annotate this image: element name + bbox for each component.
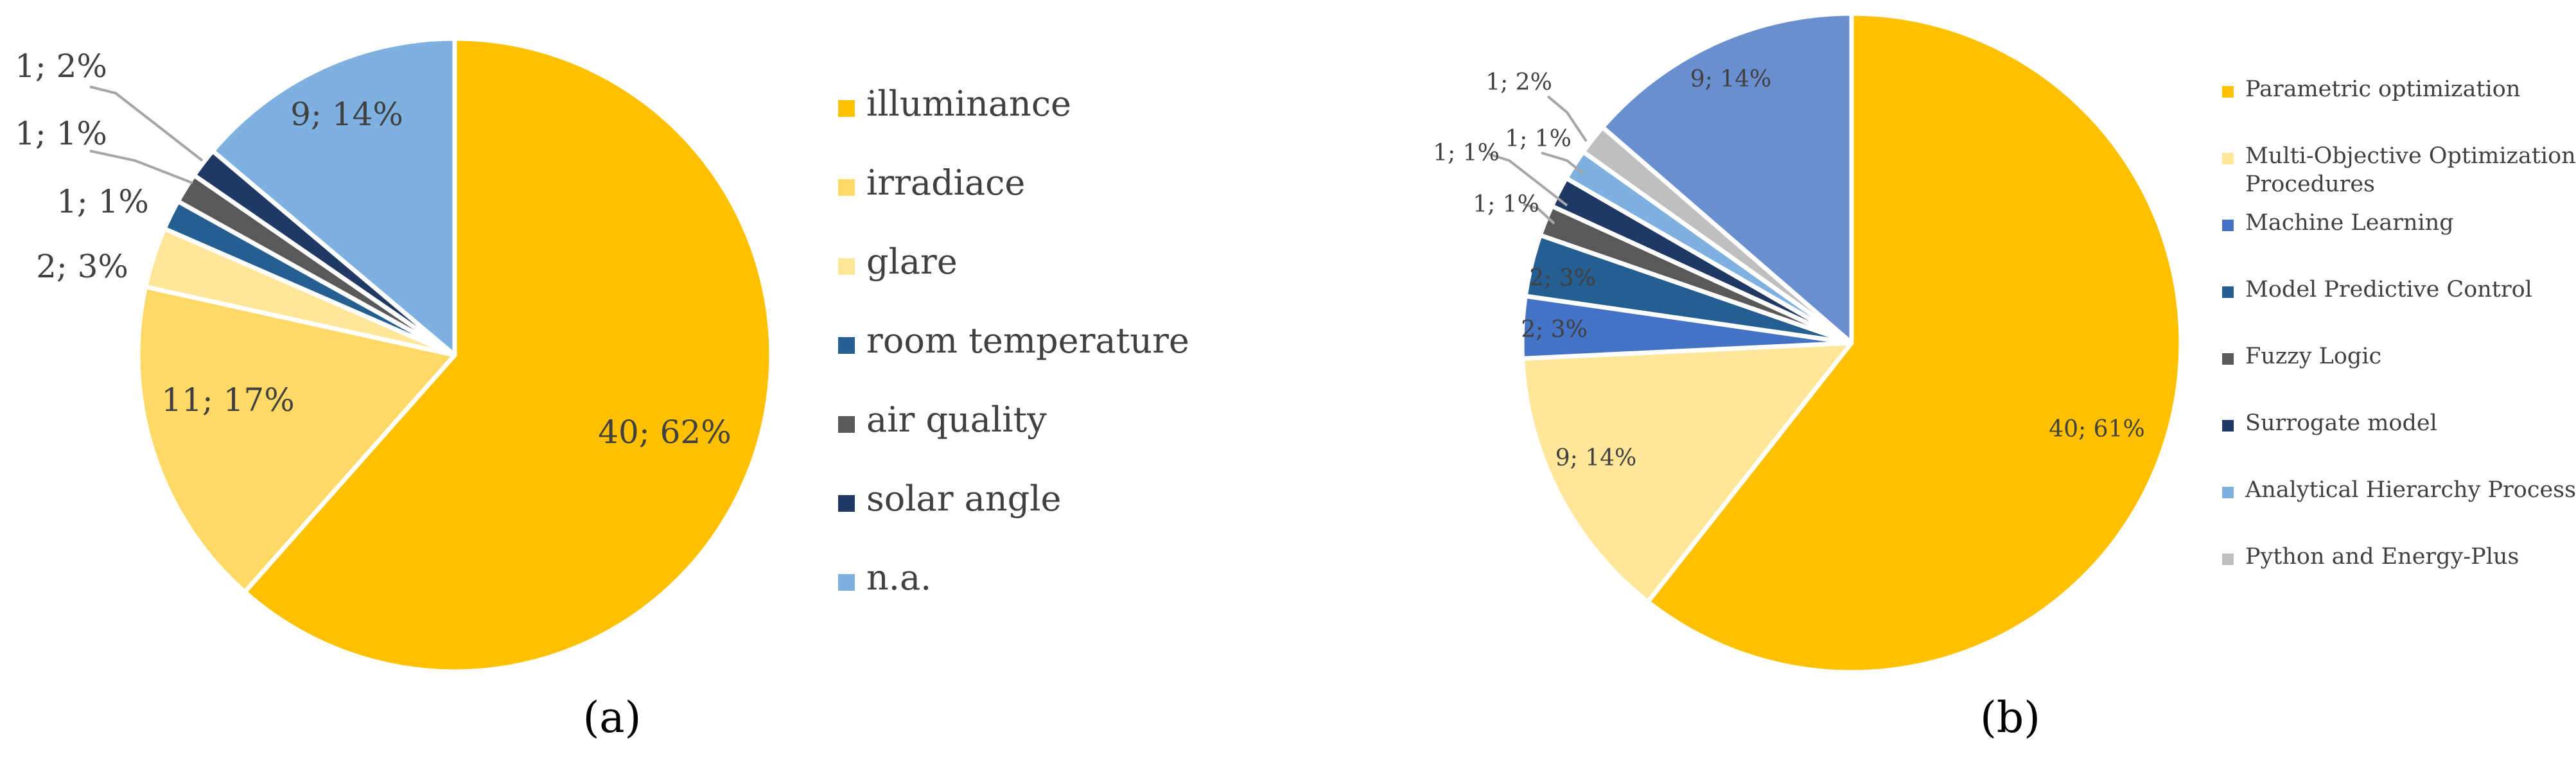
data-label: 1; 1%	[57, 183, 149, 220]
pie-slice	[136, 284, 457, 595]
data-label: 1; 1%	[1473, 191, 1539, 218]
legend-label: Machine Learning	[2245, 210, 2454, 236]
legend-swatch	[838, 258, 855, 275]
panel-label: (b)	[1980, 693, 2040, 742]
data-label: 9; 14%	[1555, 445, 1637, 471]
legend-item: Surrogate model	[2222, 410, 2437, 436]
data-label: 40; 62%	[598, 414, 732, 451]
data-label: 1; 2%	[15, 48, 107, 85]
data-label: 9; 14%	[290, 96, 403, 133]
legend-swatch	[2222, 86, 2234, 98]
legend-label: glare	[866, 241, 958, 282]
data-label: 40; 61%	[2049, 416, 2144, 442]
legend-label: Surrogate model	[2245, 410, 2437, 436]
legend-item: Analytical Hierarchy Process	[2222, 477, 2576, 503]
leader-line	[1488, 153, 1568, 207]
leader-line	[1541, 152, 1584, 175]
legend-item: illuminance	[838, 83, 1071, 124]
pie-slice	[1520, 340, 1854, 604]
legend-item: Parametric optimization	[2222, 76, 2520, 102]
legend-item: Model Predictive Control	[2222, 277, 2532, 302]
legend-label: air quality	[866, 399, 1047, 440]
legend-item: air quality	[838, 399, 1047, 440]
legend-swatch	[838, 416, 855, 433]
data-label: 2; 3%	[1529, 265, 1596, 292]
legend-label: Fuzzy Logic	[2245, 344, 2381, 369]
legend: illuminance irradiace glare room temperatur…	[838, 83, 1189, 598]
legend-swatch	[838, 100, 855, 117]
legend-item: irradiace	[838, 162, 1025, 203]
pie-slice	[242, 36, 774, 674]
legend-label: Multi-Objective Optimization Procedures	[2245, 143, 2576, 197]
legend-swatch	[838, 337, 855, 354]
legend-item: Fuzzy Logic	[2222, 344, 2381, 369]
data-label: 1; 1%	[1505, 126, 1572, 152]
pie-chart-b: 40; 61%9; 14%2; 3%2; 3%1; 1%1; 1%1; 1%1;…	[1433, 11, 2576, 742]
data-label: 1; 1%	[1433, 140, 1500, 166]
legend-item: glare	[838, 241, 958, 282]
leader-line	[1523, 203, 1555, 225]
legend-item: Python and Energy-Plus	[2222, 544, 2519, 570]
legend-label: n.a.	[866, 557, 931, 598]
legend-label: solar angle	[866, 478, 1061, 519]
leader-line	[89, 85, 204, 162]
legend: Parametric optimization Multi-Objective O…	[2222, 76, 2576, 570]
legend-swatch	[2222, 420, 2234, 432]
legend-item: Multi-Objective Optimization Procedures	[2222, 143, 2576, 197]
pie-slice	[210, 36, 457, 358]
legend-item: n.a.	[838, 557, 931, 598]
legend-label: Analytical Hierarchy Process	[2245, 477, 2576, 503]
leader-line	[89, 150, 193, 184]
data-label: 11; 17%	[161, 381, 295, 419]
legend-swatch	[838, 574, 855, 591]
legend-label: Python and Energy-Plus	[2245, 544, 2519, 570]
legend-swatch	[2222, 353, 2234, 365]
data-label: 1; 2%	[1485, 69, 1552, 96]
legend-swatch	[2222, 286, 2234, 298]
legend-label: illuminance	[866, 83, 1071, 124]
data-label: 9; 14%	[1690, 66, 1772, 92]
legend-swatch	[2222, 220, 2234, 231]
pie-chart-a: 40; 62% 11; 17% 2; 3% 1; 1% 1; 1% 1; 2% 9; 14%…	[15, 36, 1189, 742]
legend-label: Model Predictive Control	[2245, 277, 2532, 302]
legend-swatch	[2222, 554, 2234, 565]
legend-item: solar angle	[838, 478, 1061, 519]
legend-label: Parametric optimization	[2245, 76, 2520, 102]
legend-swatch	[2222, 487, 2234, 498]
legend-item: Machine Learning	[2222, 210, 2454, 236]
legend-swatch	[2222, 153, 2234, 164]
pie-slice	[1600, 11, 1854, 345]
legend-item: room temperature	[838, 320, 1189, 361]
data-label: 2; 3%	[36, 248, 128, 285]
legend-label: room temperature	[866, 320, 1189, 361]
data-label: 1; 1%	[15, 115, 107, 152]
panel-label: (a)	[583, 693, 642, 742]
legend-label: irradiace	[866, 162, 1025, 203]
legend-swatch	[838, 179, 855, 196]
pie-slice	[1645, 11, 2184, 675]
legend-swatch	[838, 495, 855, 512]
leader-line	[1546, 95, 1588, 143]
data-label: 2; 3%	[1521, 317, 1588, 343]
